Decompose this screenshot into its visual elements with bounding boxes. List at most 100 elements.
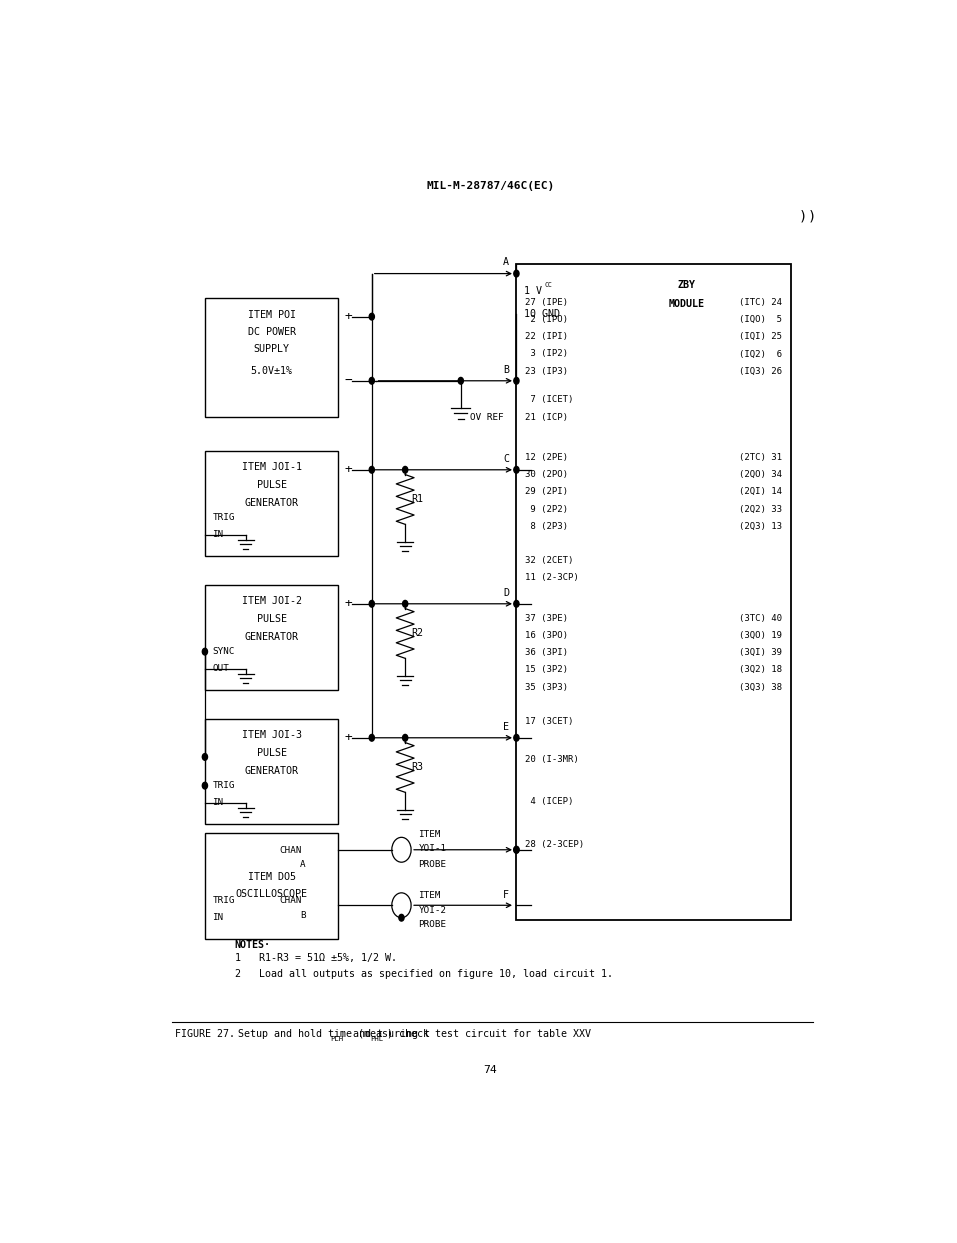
Text: (IQO)  5: (IQO) 5 [739, 314, 782, 324]
Text: 29 (2PI): 29 (2PI) [525, 487, 568, 496]
Circle shape [514, 378, 519, 384]
Text: 2 (IPO): 2 (IPO) [525, 314, 568, 324]
Text: 3 (IP2): 3 (IP2) [525, 349, 568, 358]
Text: Setup and hold time (measuring t: Setup and hold time (measuring t [226, 1028, 430, 1039]
Text: +: + [345, 598, 352, 610]
Text: −: − [345, 374, 352, 388]
Text: OSCILLOSCOPE: OSCILLOSCOPE [235, 889, 307, 899]
Text: (3Q2) 18: (3Q2) 18 [739, 665, 782, 675]
Text: 17 (3CET): 17 (3CET) [525, 717, 573, 726]
Text: 5.0V±1%: 5.0V±1% [251, 367, 293, 377]
Text: OV REF: OV REF [470, 413, 503, 421]
Circle shape [369, 313, 374, 319]
Text: TRIG: TRIG [212, 896, 234, 905]
Text: C: C [503, 454, 509, 464]
Text: ITEM: ITEM [418, 891, 441, 900]
Text: (3QI) 39: (3QI) 39 [739, 648, 782, 658]
Text: 7 (ICET): 7 (ICET) [525, 395, 573, 404]
Text: 2   Load all outputs as specified on figure 10, load circuit 1.: 2 Load all outputs as specified on figur… [234, 970, 612, 979]
Text: F: F [503, 890, 509, 900]
Text: 4 (ICEP): 4 (ICEP) [525, 798, 573, 807]
Text: 37 (3PE): 37 (3PE) [525, 614, 568, 623]
Text: 21 (ICP): 21 (ICP) [525, 413, 568, 421]
Text: R3: R3 [412, 762, 423, 772]
Text: (2TC) 31: (2TC) 31 [739, 452, 782, 462]
Text: FIGURE 27.: FIGURE 27. [175, 1028, 235, 1039]
Circle shape [514, 735, 519, 741]
Text: and t: and t [346, 1028, 383, 1039]
Text: 36 (3PI): 36 (3PI) [525, 648, 568, 658]
Text: (2QO) 34: (2QO) 34 [739, 470, 782, 479]
Text: ZBY: ZBY [678, 280, 696, 290]
Text: (3QO) 19: (3QO) 19 [739, 631, 782, 640]
Text: E: E [503, 722, 509, 732]
Text: 23 (IP3): 23 (IP3) [525, 367, 568, 375]
Text: PLH: PLH [330, 1037, 344, 1043]
Text: 9 (2P2): 9 (2P2) [525, 505, 568, 513]
Text: OUT: OUT [212, 664, 230, 674]
Circle shape [403, 466, 408, 474]
Text: ): ) [798, 209, 807, 224]
Bar [205, 584, 339, 690]
Circle shape [202, 782, 208, 789]
Text: PROBE: PROBE [418, 860, 447, 869]
Text: MODULE: MODULE [669, 300, 704, 310]
Text: 16 (3PO): 16 (3PO) [525, 631, 568, 640]
Text: 27 (IPE): 27 (IPE) [525, 298, 568, 307]
Text: TRIG: TRIG [212, 781, 234, 791]
Text: (IQI) 25: (IQI) 25 [739, 332, 782, 342]
Text: (ITC) 24: (ITC) 24 [739, 298, 782, 307]
Text: ITEM JOI-1: ITEM JOI-1 [242, 462, 301, 472]
Circle shape [369, 378, 374, 384]
Text: B: B [503, 365, 509, 375]
Circle shape [514, 466, 519, 474]
Text: PROBE: PROBE [418, 920, 447, 929]
Text: IN: IN [212, 798, 224, 808]
Text: 32 (2CET): 32 (2CET) [525, 556, 573, 566]
Circle shape [514, 846, 519, 853]
Text: ITEM DO5: ITEM DO5 [248, 871, 296, 881]
Text: DC POWER: DC POWER [248, 327, 296, 337]
Text: 10 GND: 10 GND [523, 308, 560, 318]
Text: PHL: PHL [370, 1037, 384, 1043]
Text: (3TC) 40: (3TC) 40 [739, 614, 782, 623]
Text: (2QI) 14: (2QI) 14 [739, 487, 782, 496]
Bar [205, 718, 339, 824]
Text: CC: CC [545, 282, 552, 288]
Circle shape [403, 735, 408, 741]
Text: PULSE: PULSE [256, 748, 287, 758]
Text: IN: IN [212, 914, 224, 922]
Text: ITEM JOI-3: ITEM JOI-3 [242, 730, 301, 740]
Text: (2Q3) 13: (2Q3) 13 [739, 522, 782, 531]
Text: MIL-M-28787/46C(EC): MIL-M-28787/46C(EC) [426, 180, 555, 190]
Text: 22 (IPI): 22 (IPI) [525, 332, 568, 342]
Text: PULSE: PULSE [256, 614, 287, 624]
Bar [205, 834, 339, 938]
Text: R1: R1 [412, 495, 423, 505]
Text: ITEM JOI-2: ITEM JOI-2 [242, 595, 301, 605]
Text: NOTES·: NOTES· [234, 940, 271, 950]
Text: 15 (3P2): 15 (3P2) [525, 665, 568, 675]
Text: (IQ2)  6: (IQ2) 6 [739, 349, 782, 358]
Text: B: B [300, 911, 305, 920]
Text: 1 V: 1 V [523, 286, 542, 296]
Text: R2: R2 [412, 629, 423, 639]
Text: +: + [345, 731, 352, 745]
Text: 74: 74 [483, 1065, 498, 1075]
Text: PULSE: PULSE [256, 480, 287, 490]
Text: D: D [503, 588, 509, 598]
Circle shape [202, 649, 208, 655]
Text: GENERATOR: GENERATOR [245, 766, 299, 777]
Text: SYNC: SYNC [212, 648, 234, 656]
Circle shape [458, 378, 463, 384]
Circle shape [369, 735, 374, 741]
Text: 1   R1-R3 = 51Ω ±5%, 1/2 W.: 1 R1-R3 = 51Ω ±5%, 1/2 W. [234, 953, 396, 963]
Circle shape [202, 753, 208, 761]
Text: 28 (2-3CEP): 28 (2-3CEP) [525, 839, 585, 849]
Text: (3Q3) 38: (3Q3) 38 [739, 682, 782, 691]
Bar [205, 297, 339, 418]
Text: 20 (I-3MR): 20 (I-3MR) [525, 756, 579, 764]
Text: ITEM POI: ITEM POI [248, 310, 296, 319]
Text: +: + [345, 311, 352, 323]
Circle shape [514, 846, 519, 853]
